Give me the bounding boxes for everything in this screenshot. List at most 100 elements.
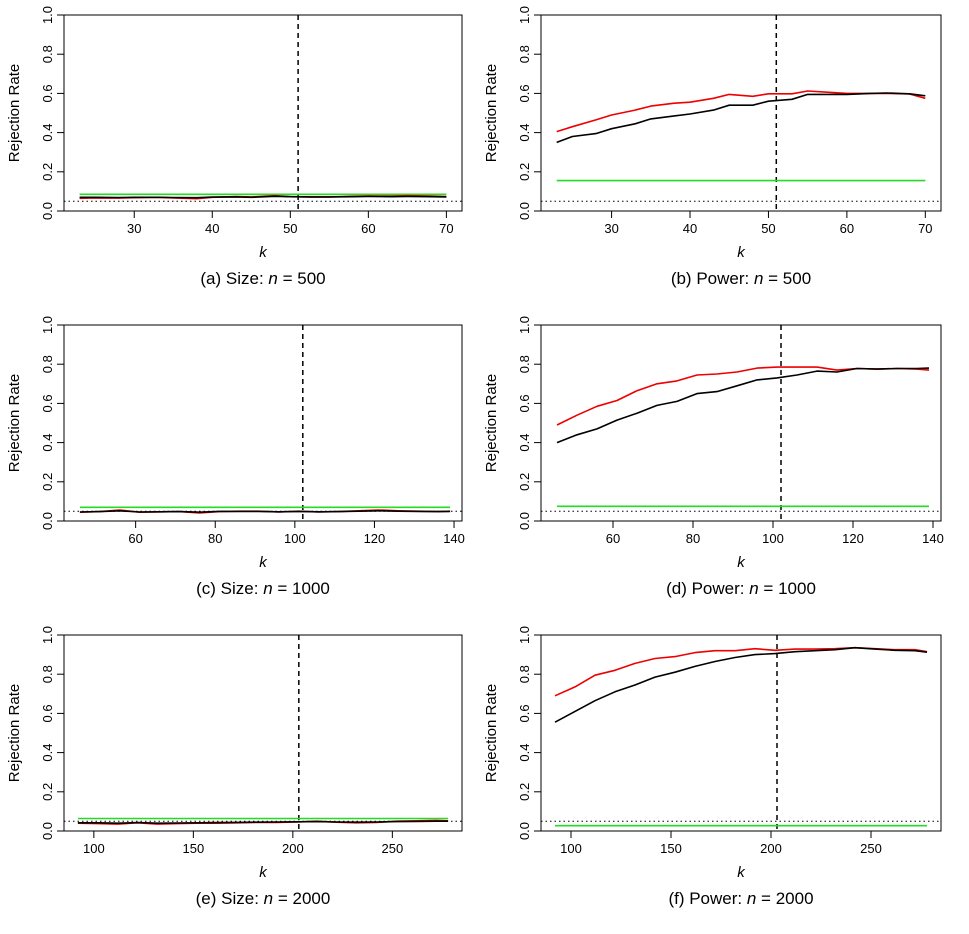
caption-variable: n: [754, 269, 763, 288]
x-tick-label: 70: [918, 221, 932, 236]
x-tick-label: 70: [439, 221, 453, 236]
y-tick-label: 1.0: [40, 6, 55, 24]
series-black-line: [554, 646, 928, 723]
series-red-line: [556, 90, 926, 133]
x-axis-label: k: [737, 864, 746, 881]
y-axis-label: Rejection Rate: [483, 374, 500, 472]
x-tick-label: 120: [842, 531, 864, 546]
x-tick-label: 80: [686, 531, 700, 546]
y-tick-label: 0.4: [517, 124, 532, 142]
y-tick-label: 0.8: [40, 45, 55, 63]
x-tick-label: 30: [604, 221, 618, 236]
series-black-line: [556, 367, 930, 444]
series-black-line: [77, 820, 449, 825]
x-axis-label: k: [737, 554, 746, 571]
panel-a: 0.0 0.2 0.4 0.6 0.8 1.0 30 40 50 60 70 Rejection Ra…: [6, 6, 463, 288]
caption-suffix: = 1000: [273, 579, 330, 598]
plot-frame: [63, 14, 463, 212]
x-tick-label: 30: [127, 221, 141, 236]
y-tick-label: 1.0: [517, 6, 532, 24]
y-tick-label: 0.8: [517, 355, 532, 373]
y-tick-label: 0.0: [517, 202, 532, 220]
y-tick-label: 0.2: [40, 473, 55, 491]
y-tick-label: 0.8: [40, 665, 55, 683]
y-tick-label: 0.2: [517, 783, 532, 801]
panel-b: 0.0 0.2 0.4 0.6 0.8 1.0 30 40 50 60 70 Rejection Ra…: [483, 6, 942, 288]
caption-variable: n: [749, 579, 758, 598]
y-tick-label: 0.8: [517, 665, 532, 683]
y-tick-label: 0.0: [40, 822, 55, 840]
panel-caption: (c) Size: n = 1000: [196, 579, 330, 598]
x-tick-label: 40: [205, 221, 219, 236]
y-axis-label: Rejection Rate: [6, 374, 23, 472]
x-tick-label: 60: [128, 531, 142, 546]
y-tick-label: 0.2: [517, 163, 532, 181]
y-tick-label: 0.2: [517, 473, 532, 491]
y-tick-label: 0.2: [40, 163, 55, 181]
x-tick-label: 100: [560, 841, 582, 856]
y-tick-label: 0.4: [517, 434, 532, 452]
x-axis-label: k: [259, 244, 268, 261]
x-tick-label: 60: [840, 221, 854, 236]
caption-prefix: (d) Power:: [666, 579, 749, 598]
y-axis-label: Rejection Rate: [6, 684, 23, 782]
x-tick-label: 250: [381, 841, 403, 856]
x-tick-label: 60: [606, 531, 620, 546]
y-tick-label: 0.4: [40, 124, 55, 142]
y-tick-label: 0.8: [517, 45, 532, 63]
x-tick-label: 250: [860, 841, 882, 856]
caption-suffix: = 500: [763, 269, 811, 288]
y-tick-label: 0.0: [517, 512, 532, 530]
plot-frame: [540, 324, 942, 522]
y-tick-label: 1.0: [517, 626, 532, 644]
plot-frame: [540, 14, 942, 212]
caption-suffix: = 2000: [756, 889, 813, 908]
x-tick-label: 40: [683, 221, 697, 236]
plot-frame: [540, 634, 942, 832]
panel-caption: (b) Power: n = 500: [671, 269, 811, 288]
caption-variable: n: [268, 269, 277, 288]
x-tick-label: 150: [182, 841, 204, 856]
series-red-line: [554, 646, 928, 697]
y-tick-label: 0.4: [40, 434, 55, 452]
caption-prefix: (f) Power:: [668, 889, 746, 908]
x-axis-label: k: [737, 244, 746, 261]
x-tick-label: 100: [284, 531, 306, 546]
x-tick-label: 150: [660, 841, 682, 856]
x-tick-label: 80: [208, 531, 222, 546]
y-tick-label: 0.8: [40, 355, 55, 373]
panel-caption: (a) Size: n = 500: [200, 269, 325, 288]
x-axis-label: k: [259, 554, 268, 571]
series-black-line: [556, 92, 926, 144]
panel-caption: (f) Power: n = 2000: [668, 889, 813, 908]
caption-variable: n: [263, 579, 272, 598]
caption-suffix: = 500: [278, 269, 326, 288]
caption-prefix: (b) Power:: [671, 269, 754, 288]
x-axis-label: k: [259, 864, 268, 881]
y-tick-label: 0.4: [40, 744, 55, 762]
x-tick-label: 140: [922, 531, 944, 546]
panel-d: 0.0 0.2 0.4 0.6 0.8 1.0 60 80 100 120 140 Rejection…: [483, 316, 944, 598]
x-tick-label: 50: [283, 221, 297, 236]
y-tick-label: 0.6: [517, 84, 532, 102]
y-tick-label: 1.0: [40, 316, 55, 334]
plot-frame: [63, 324, 463, 522]
y-axis-label: Rejection Rate: [483, 64, 500, 162]
y-tick-label: 0.0: [517, 822, 532, 840]
caption-suffix: = 1000: [759, 579, 816, 598]
panel-f: 0.0 0.2 0.4 0.6 0.8 1.0 100 150 200 250 Rejection …: [483, 626, 942, 908]
caption-prefix: (c) Size:: [196, 579, 263, 598]
series-red-line: [556, 366, 930, 426]
series-black-line: [79, 195, 447, 199]
series-black-line: [79, 509, 451, 514]
y-tick-label: 0.6: [40, 84, 55, 102]
panel-c: 0.0 0.2 0.4 0.6 0.8 1.0 60 80 100 120 140 Rejection…: [6, 316, 465, 598]
y-tick-label: 0.6: [40, 394, 55, 412]
y-tick-label: 1.0: [40, 626, 55, 644]
caption-suffix: = 2000: [273, 889, 330, 908]
plot-frame: [63, 634, 463, 832]
x-tick-label: 140: [443, 531, 465, 546]
y-tick-label: 0.0: [40, 202, 55, 220]
x-tick-label: 100: [83, 841, 105, 856]
y-axis-label: Rejection Rate: [483, 684, 500, 782]
